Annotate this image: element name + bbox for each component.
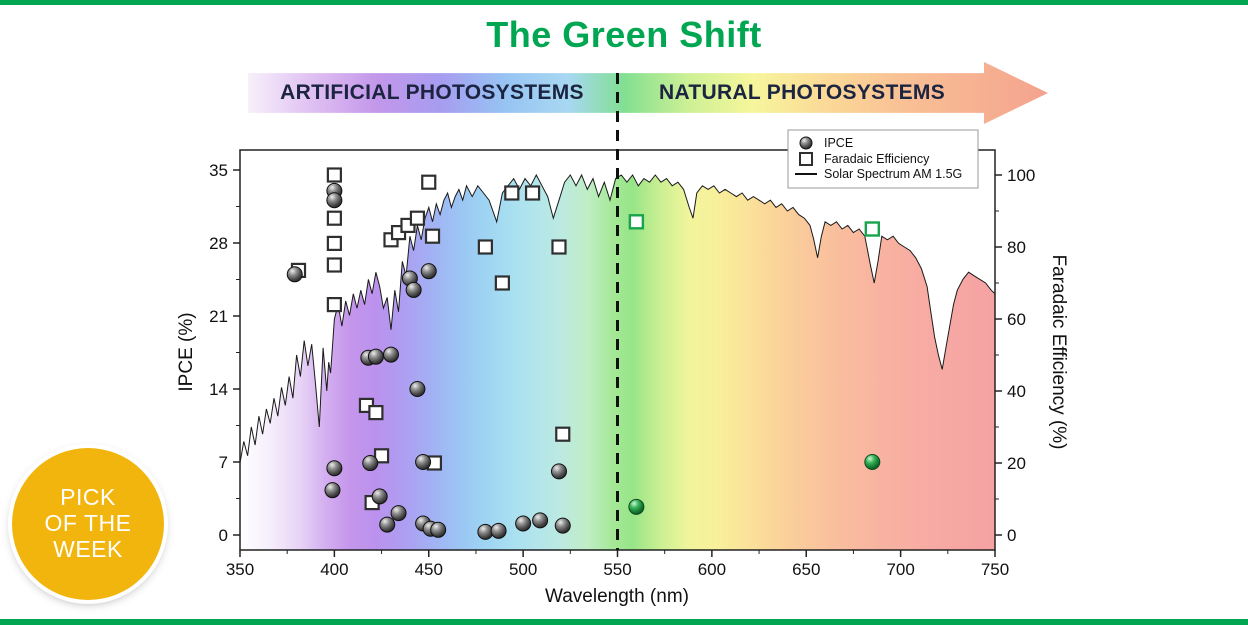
ipce-point: [430, 521, 447, 538]
legend-label: Faradaic Efficiency: [824, 152, 930, 166]
page-title: The Green Shift: [486, 14, 762, 55]
fe-point: [373, 448, 390, 464]
banner-label-natural: NATURAL PHOTOSYSTEMS: [658, 81, 946, 104]
fe-point: [524, 185, 541, 201]
fe-point-green: [628, 214, 645, 230]
top-frame-bar: [0, 0, 1248, 5]
x-tick-label: 350: [226, 560, 254, 579]
x-tick-label: 550: [603, 560, 631, 579]
ipce-point: [324, 482, 341, 499]
x-tick-label: 750: [981, 560, 1009, 579]
y-axis-right-title: Faradaic Efficiency (%): [1048, 255, 1069, 450]
ipce-point: [477, 523, 494, 540]
fe-point: [326, 235, 342, 251]
ipce-point: [532, 512, 549, 529]
legend-ipce-marker: [799, 136, 813, 150]
ipce-point: [420, 263, 437, 280]
badge-line-1: PICK: [60, 484, 116, 511]
y-left-tick-label: 0: [219, 526, 228, 545]
y-left-tick-label: 21: [209, 307, 228, 326]
fe-point: [326, 297, 342, 313]
pick-of-week-badge: PICK OF THE WEEK: [12, 448, 164, 600]
y-left-tick-label: 7: [219, 453, 228, 472]
legend-box: [787, 129, 979, 189]
legend-fe-marker: [799, 152, 813, 166]
ipce-point: [409, 381, 426, 397]
fe-point: [477, 239, 493, 255]
y-right-tick-label: 60: [1007, 310, 1026, 329]
fe-point: [326, 167, 342, 183]
fe-point: [368, 405, 384, 421]
ipce-point: [367, 348, 384, 365]
ipce-point: [383, 346, 399, 363]
fe-point: [326, 210, 342, 226]
y-right-tick-label: 0: [1007, 526, 1016, 545]
ipce-point: [326, 460, 343, 477]
fe-point: [555, 426, 571, 442]
x-tick-label: 600: [698, 560, 726, 579]
y-right-tick-label: 100: [1007, 166, 1035, 185]
ipce-point: [490, 522, 507, 539]
y-right-tick-label: 80: [1007, 238, 1026, 257]
ipce-point: [371, 488, 388, 505]
fe-point: [551, 239, 567, 255]
ipce-point: [390, 505, 407, 522]
banner-label-artificial: ARTIFICIAL PHOTOSYSTEMS: [280, 81, 584, 104]
x-tick-label: 500: [509, 560, 537, 579]
ipce-point: [515, 515, 532, 532]
ipce-point: [415, 454, 432, 470]
fe-point: [424, 228, 441, 244]
ipce-point-green: [628, 498, 645, 515]
fe-point: [326, 257, 342, 273]
ipce-point: [362, 455, 379, 472]
fe-point-green: [864, 221, 881, 237]
bottom-frame-bar: [0, 619, 1248, 625]
fe-point: [409, 210, 426, 226]
x-tick-label: 700: [886, 560, 914, 579]
ipce-point-green: [864, 454, 881, 470]
fe-point: [494, 275, 510, 291]
y-left-tick-label: 35: [209, 161, 228, 180]
fe-point: [421, 174, 437, 190]
y-left-tick-label: 28: [209, 234, 228, 253]
legend-label: Solar Spectrum AM 1.5G: [824, 167, 962, 181]
y-right-tick-label: 20: [1007, 454, 1026, 473]
legend-label: IPCE: [824, 136, 853, 150]
y-right-tick-label: 40: [1007, 382, 1026, 401]
ipce-point: [379, 516, 396, 533]
fe-point: [504, 185, 520, 201]
badge-line-3: WEEK: [53, 535, 123, 562]
x-axis-title: Wavelength (nm): [545, 586, 689, 607]
x-tick-label: 450: [415, 560, 443, 579]
ipce-point: [554, 517, 571, 534]
ipce-point: [550, 463, 567, 480]
badge-line-2: OF THE: [44, 510, 132, 537]
x-tick-label: 400: [320, 560, 348, 579]
y-axis-left-title: IPCE (%): [176, 312, 197, 391]
y-left-tick-label: 14: [209, 380, 228, 399]
x-tick-label: 650: [792, 560, 820, 579]
ipce-point: [326, 192, 343, 209]
ipce-point: [286, 266, 303, 283]
ipce-point: [405, 281, 422, 298]
